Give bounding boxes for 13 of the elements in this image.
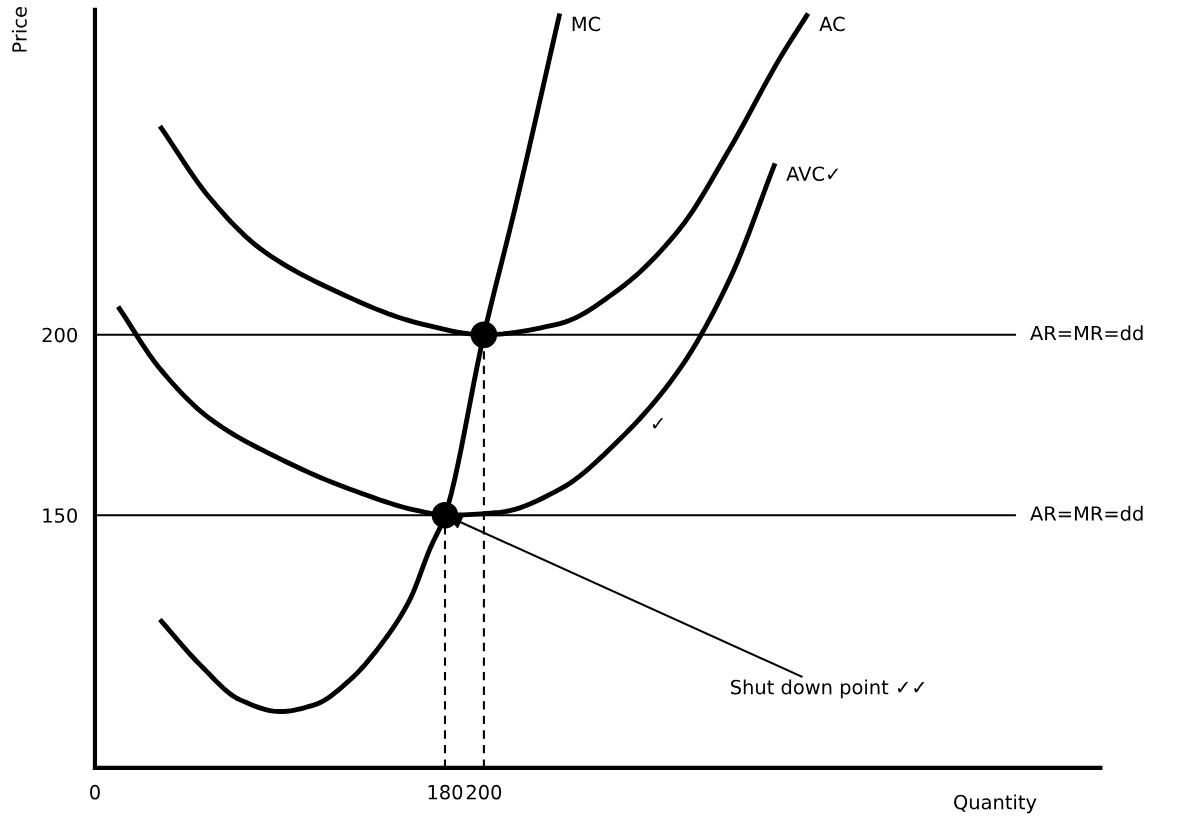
- annotation: Shut down point ✓✓: [731, 679, 925, 699]
- annotation: ✓: [652, 418, 663, 429]
- y-axis-title: Price: [11, 7, 27, 52]
- series-label: MC: [572, 16, 601, 32]
- y-tick-label: 150: [43, 508, 77, 523]
- x-tick-label: 200: [466, 784, 502, 800]
- ref-line-label: AR=MR=dd: [1030, 505, 1143, 521]
- x-tick-label: 0: [90, 784, 100, 800]
- ref-line-label: AR=MR=dd: [1030, 325, 1143, 341]
- x-tick-label: 180: [428, 784, 463, 800]
- series-label: AVC✓: [786, 166, 839, 182]
- series-label: AC: [819, 16, 845, 32]
- x-axis-title: Quantity: [954, 794, 1037, 814]
